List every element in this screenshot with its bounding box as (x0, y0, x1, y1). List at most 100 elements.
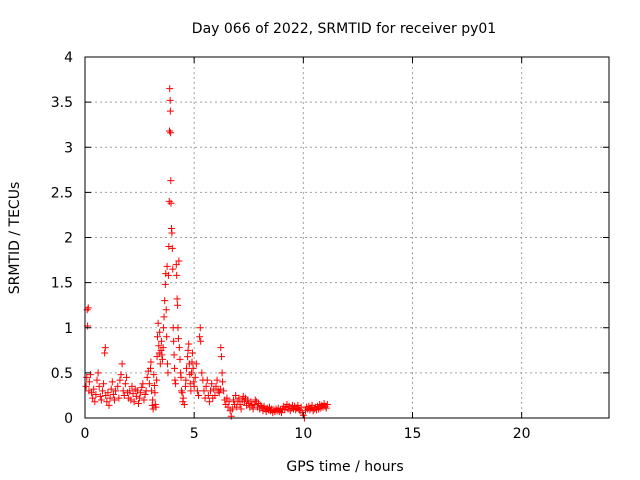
data-point (162, 306, 170, 314)
y-axis-label: SRMTID / TECUs (7, 182, 23, 295)
data-point (182, 376, 190, 384)
data-point (198, 369, 206, 377)
data-point (153, 376, 161, 384)
data-point (171, 364, 179, 372)
data-point (172, 380, 180, 388)
data-point (110, 396, 118, 404)
data-point (159, 344, 167, 352)
data-point (177, 373, 185, 381)
data-point (186, 371, 194, 379)
data-point (90, 385, 98, 393)
data-point (82, 382, 90, 390)
data-point (85, 378, 93, 386)
data-point (309, 407, 317, 415)
data-point (167, 129, 175, 137)
data-point (180, 400, 188, 408)
data-point (167, 199, 175, 207)
data-point (211, 391, 219, 399)
data-point (173, 295, 181, 303)
data-point (168, 244, 176, 252)
y-tick-label: 1 (64, 321, 73, 337)
data-point (150, 371, 158, 379)
data-point (184, 353, 192, 361)
data-point (215, 389, 223, 397)
data-point (153, 333, 161, 341)
data-point (160, 313, 168, 321)
data-point (192, 360, 200, 368)
data-point (228, 405, 236, 413)
data-point (173, 271, 181, 279)
y-tick-label: 1.5 (51, 276, 73, 292)
data-point (92, 391, 100, 399)
y-tick-label: 3 (64, 140, 73, 156)
data-point (149, 396, 157, 404)
data-point (160, 324, 168, 332)
data-point (103, 398, 111, 406)
data-point (181, 382, 189, 390)
data-point (196, 333, 204, 341)
data-point (237, 405, 245, 413)
data-point (257, 401, 265, 409)
data-point (179, 394, 187, 402)
data-point (89, 394, 97, 402)
data-point (138, 383, 146, 391)
data-point (163, 333, 171, 341)
data-point (225, 398, 233, 406)
data-point (130, 398, 138, 406)
data-point (184, 346, 192, 354)
x-tick-label: 15 (404, 426, 422, 442)
data-point (100, 380, 108, 388)
tick-labels: 0 5 10 15 20 0 0.5 1 1.5 2 2.5 3 3.5 4 (51, 50, 531, 442)
data-point (104, 389, 112, 397)
data-point (219, 378, 227, 386)
x-tick-label: 0 (81, 426, 90, 442)
data-point (95, 382, 103, 390)
data-point (227, 412, 235, 420)
data-point (101, 344, 109, 352)
data-point (224, 403, 232, 411)
data-point (116, 376, 124, 384)
data-point (98, 387, 106, 395)
data-point (83, 373, 91, 381)
data-point (164, 271, 172, 279)
data-point (196, 324, 204, 332)
data-point (88, 389, 96, 397)
data-point (167, 177, 175, 185)
data-point (178, 389, 186, 397)
data-point (212, 382, 220, 390)
data-point (147, 358, 155, 366)
data-point (161, 280, 169, 288)
data-point (143, 373, 151, 381)
data-point (244, 396, 252, 404)
y-tick-label: 3.5 (51, 95, 73, 111)
data-point (176, 355, 184, 363)
data-point (114, 382, 122, 390)
data-point (159, 355, 167, 363)
data-point (86, 371, 94, 379)
data-point (108, 378, 116, 386)
data-points (82, 85, 331, 422)
data-point (97, 396, 105, 404)
data-point (207, 387, 215, 395)
data-point (94, 369, 102, 377)
data-point (294, 401, 302, 409)
data-point (306, 406, 314, 414)
data-point (322, 404, 330, 412)
data-point (134, 400, 142, 408)
y-tick-label: 0.5 (51, 366, 73, 382)
data-point (174, 324, 182, 332)
y-tick-label: 2 (64, 231, 73, 247)
data-point (106, 394, 114, 402)
x-tick-label: 20 (513, 426, 531, 442)
data-point (188, 349, 196, 357)
data-point (161, 297, 169, 305)
data-point (190, 382, 198, 390)
data-point (91, 398, 99, 406)
data-point (150, 382, 158, 390)
data-point (205, 398, 213, 406)
data-point (140, 396, 148, 404)
data-point (121, 380, 129, 388)
data-point (147, 364, 154, 372)
data-point (145, 380, 153, 388)
data-point (220, 387, 228, 395)
